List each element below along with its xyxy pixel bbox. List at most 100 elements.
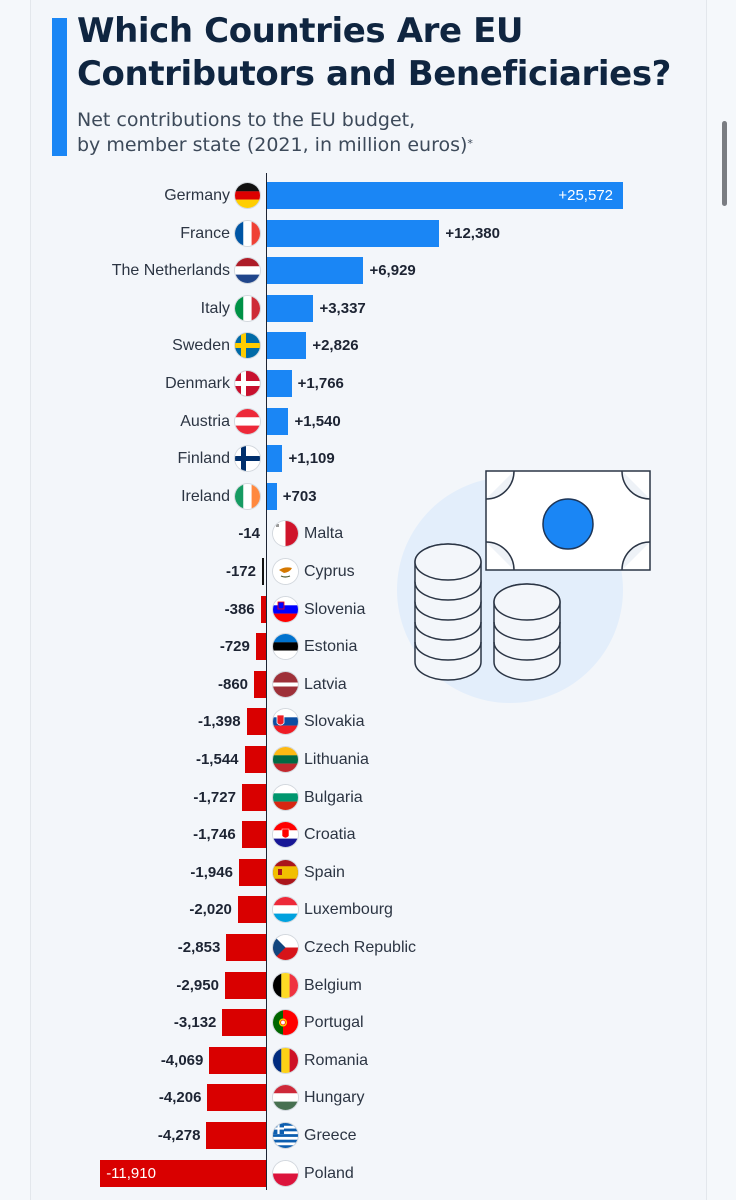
bar	[267, 219, 440, 247]
value-label: -1,398	[198, 713, 241, 731]
page-title: Which Countries Are EU Contributors and …	[77, 10, 717, 96]
bar	[207, 1084, 266, 1112]
value-label: +1,766	[297, 375, 344, 392]
country-label: Italy	[200, 299, 230, 317]
bar	[255, 633, 266, 661]
subtitle: Net contributions to the EU budget, by m…	[77, 108, 677, 158]
country-label: Luxembourg	[304, 901, 393, 919]
country-label: Estonia	[304, 638, 358, 656]
flag-fi-icon	[235, 446, 260, 472]
flag-ro-icon	[273, 1047, 298, 1073]
value-label: -3,132	[173, 1014, 217, 1032]
scrollbar[interactable]	[722, 121, 727, 206]
bar	[267, 257, 364, 285]
bar	[244, 746, 266, 773]
chart-row-estonia: -729 Estonia	[0, 633, 736, 661]
bar	[224, 971, 266, 999]
value-label: -4,069	[160, 1051, 204, 1069]
value-label: -1,946	[190, 863, 233, 881]
flag-lt-icon	[273, 747, 298, 772]
value-label: -1,746	[193, 826, 236, 844]
bar	[246, 708, 266, 736]
title-accent-bar	[52, 18, 67, 156]
footnote-mark: *	[467, 137, 473, 150]
flag-hr-icon	[273, 822, 298, 848]
value-label: +25,572	[558, 187, 613, 204]
value-label: -2,950	[176, 976, 219, 994]
country-label: Portugal	[304, 1014, 364, 1032]
chart-row-sweden: +2,826 Sweden	[0, 332, 736, 360]
country-label: Belgium	[304, 976, 362, 994]
value-label: +1,109	[288, 450, 335, 468]
country-label: Malta	[304, 525, 344, 543]
country-label: Latvia	[304, 675, 347, 693]
value-label: +703	[282, 487, 317, 505]
chart-row-latvia: -860 Latvia	[0, 670, 736, 699]
value-label: -4,278	[157, 1127, 201, 1144]
country-label: The Netherlands	[111, 262, 230, 280]
bar	[267, 332, 307, 360]
chart-row-lithuania: -1,544 Lithuania	[0, 746, 736, 774]
flag-sk-icon	[273, 709, 298, 735]
value-label: -4,206	[158, 1089, 202, 1107]
money-illustration-icon	[380, 460, 680, 720]
bar	[100, 1159, 266, 1187]
bar	[267, 407, 289, 435]
value-label: -2,853	[177, 939, 221, 956]
flag-ee-icon	[273, 634, 298, 660]
chart-row-ireland: +703 Ireland	[0, 482, 736, 511]
flag-fr-icon	[235, 220, 260, 246]
chart-row-cyprus: -172 Cyprus	[0, 558, 736, 586]
country-label: France	[180, 224, 230, 242]
bar	[206, 1122, 266, 1149]
chart-row-italy: +3,337 Italy	[0, 294, 736, 323]
value-label: -11,910	[106, 1164, 156, 1182]
country-label: Poland	[304, 1164, 354, 1182]
flag-bg-icon	[273, 784, 298, 810]
bar	[238, 858, 266, 886]
value-label: +12,380	[445, 224, 500, 242]
bar	[222, 1009, 266, 1037]
value-label: -2,020	[189, 901, 232, 919]
chart-row-germany: +25,572 Germany	[0, 182, 736, 210]
value-label: -1,544	[195, 751, 239, 768]
flag-lv-icon	[273, 671, 298, 697]
chart-row-slovakia: -1,398 Slovakia	[0, 708, 736, 736]
value-label: -860	[218, 675, 249, 693]
bar	[237, 896, 266, 924]
flag-es-icon	[273, 859, 298, 885]
bar	[267, 482, 277, 510]
chart-row-luxembourg: -2,020 Luxembourg	[0, 896, 736, 924]
bar	[241, 783, 266, 811]
flag-cy-icon	[273, 559, 298, 584]
bar	[209, 1046, 266, 1074]
bar	[226, 934, 266, 961]
title-line-2: Contributors and Beneficiaries?	[77, 54, 671, 94]
bar	[267, 370, 292, 397]
chart-row-croatia: -1,746 Croatia	[0, 821, 736, 849]
country-label: Bulgaria	[304, 788, 363, 806]
flag-se-icon	[235, 333, 260, 359]
value-label: -1,727	[193, 788, 236, 806]
chart-row-denmark: +1,766 Denmark	[0, 370, 736, 398]
value-label: -729	[219, 638, 250, 656]
country-label: Greece	[304, 1127, 357, 1144]
country-label: Sweden	[172, 337, 230, 355]
value-label: -172	[225, 563, 256, 580]
bar	[254, 670, 266, 698]
chart-row-romania: -4,069 Romania	[0, 1046, 736, 1075]
flag-pt-icon	[273, 1010, 298, 1036]
title-line-1: Which Countries Are EU	[77, 11, 524, 51]
flag-si-icon	[273, 596, 298, 622]
flag-cz-icon	[273, 935, 298, 960]
bar	[241, 821, 266, 849]
country-label: Austria	[180, 412, 230, 430]
country-label: Denmark	[165, 375, 230, 392]
chart-row-portugal: -3,132 Portugal	[0, 1009, 736, 1037]
country-label: Finland	[177, 450, 230, 468]
country-label: Slovenia	[304, 600, 366, 618]
zero-axis-line	[266, 173, 267, 1190]
chart-row-the-netherlands: +6,929 The Netherlands	[0, 257, 736, 285]
country-label: Czech Republic	[304, 939, 417, 956]
flag-ie-icon	[235, 483, 260, 509]
